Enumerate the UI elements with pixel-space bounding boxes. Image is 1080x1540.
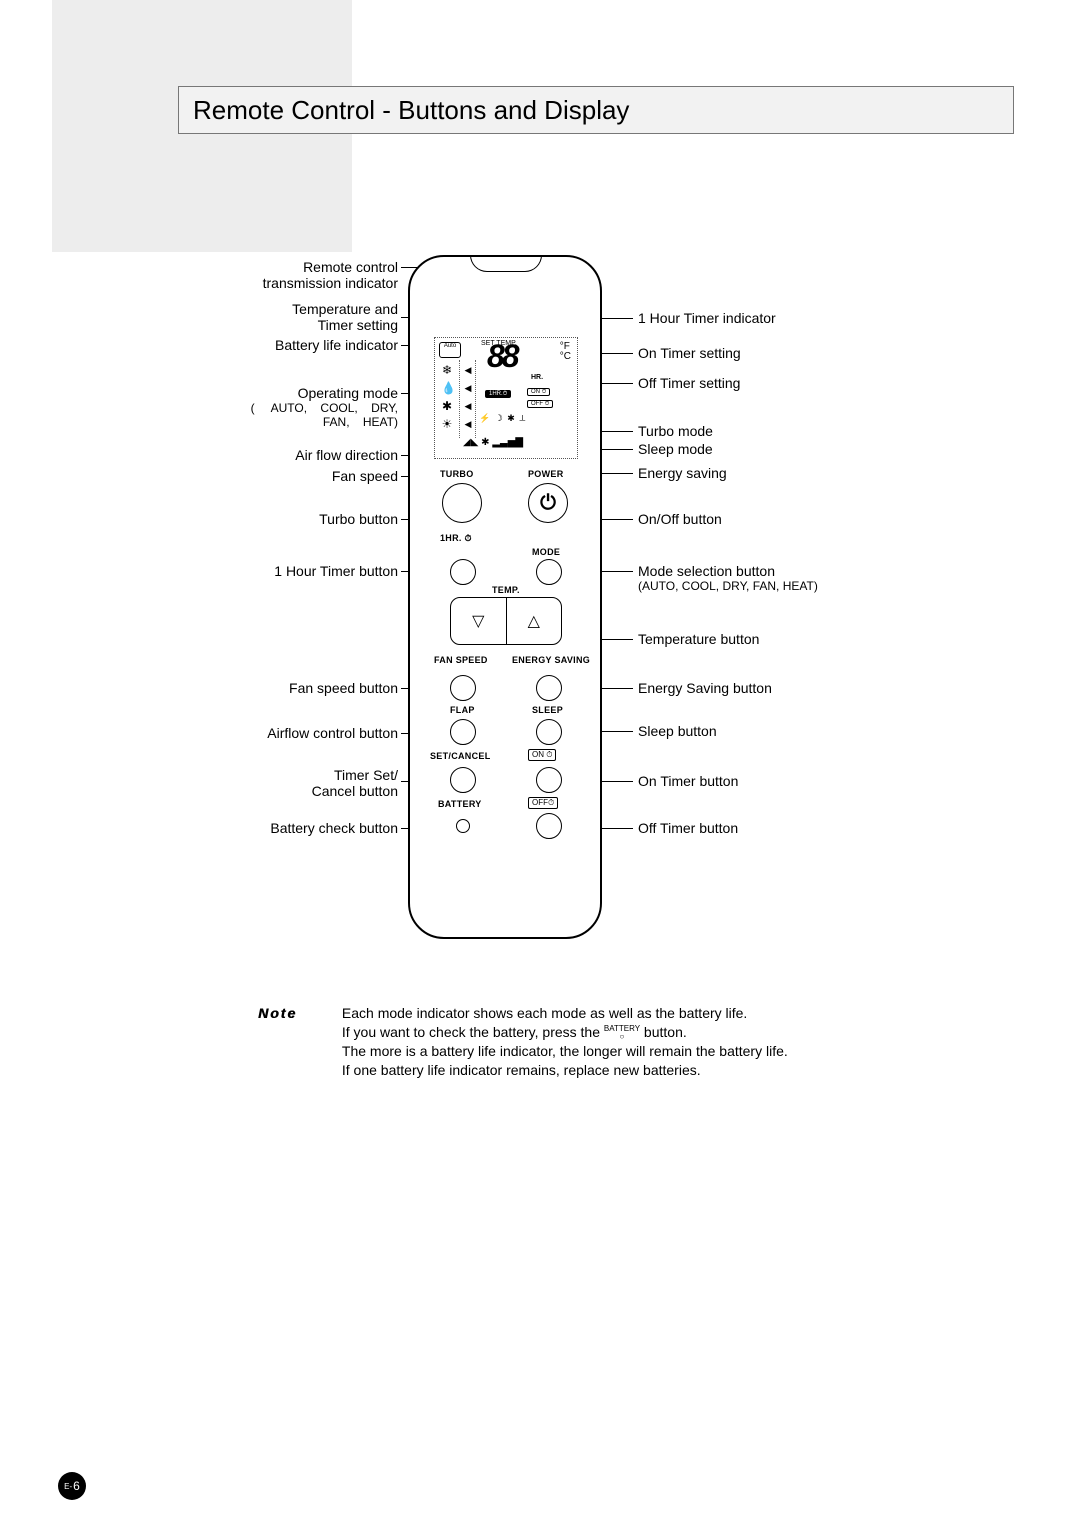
off-box-label: OFF⏱ xyxy=(528,797,558,809)
label-1hr-ind: 1 Hour Timer indicator xyxy=(638,310,776,326)
turbo-label: TURBO xyxy=(440,469,474,479)
label-turbo-mode: Turbo mode xyxy=(638,423,713,439)
remote-diagram: Remote control transmission indicator Te… xyxy=(188,255,988,975)
label-airflow-dir: Air flow direction xyxy=(295,447,398,463)
turbo-button[interactable] xyxy=(442,483,482,523)
fanspeed-button[interactable] xyxy=(450,675,476,701)
setcancel-button[interactable] xyxy=(450,767,476,793)
label-transmission: Remote control transmission indicator xyxy=(263,259,398,291)
label-turbo-btn: Turbo button xyxy=(319,511,398,527)
note-body: Each mode indicator shows each mode as w… xyxy=(342,1004,942,1080)
arrow-icon: ◀ xyxy=(462,418,474,430)
label-1hr-btn: 1 Hour Timer button xyxy=(274,563,398,579)
mode-label: MODE xyxy=(532,547,560,557)
label-energy: Energy saving xyxy=(638,465,727,481)
temp-down-button[interactable]: ▽ xyxy=(451,598,506,644)
note-line: Each mode indicator shows each mode as w… xyxy=(342,1005,747,1021)
arrow-icon: ◀ xyxy=(462,382,474,394)
power-label: POWER xyxy=(528,469,564,479)
page-number: E-6 xyxy=(58,1472,86,1500)
power-icon: ⏻ xyxy=(540,492,556,515)
snowflake-icon: ❄ xyxy=(441,364,453,376)
arrow-icon: ◀ xyxy=(462,364,474,376)
fan-icon: ✱ xyxy=(441,400,453,412)
energy-button[interactable] xyxy=(536,675,562,701)
lcd-display: Auto SET TEMP. 88 °F°C HR. ❄ 💧 ✱ ☀ ◀ ◀ ◀… xyxy=(434,337,578,459)
sleep-label: SLEEP xyxy=(532,705,563,715)
ontimer-button[interactable] xyxy=(536,767,562,793)
note-line: The more is a battery life indicator, th… xyxy=(342,1043,788,1059)
label-ontimer-btn: On Timer button xyxy=(638,773,738,789)
label-op-mode: Operating mode xyxy=(298,385,398,401)
flap-icon: ◢◣ ✱ ▂▃▅▇ xyxy=(463,438,523,448)
divider xyxy=(459,360,460,438)
label-airflow-btn: Airflow control button xyxy=(267,725,398,741)
deg-icon: °F°C xyxy=(560,342,571,362)
page-prefix: E- xyxy=(64,1482,72,1491)
ir-window xyxy=(470,255,542,272)
flap-button[interactable] xyxy=(450,719,476,745)
sun-icon: ☀ xyxy=(441,418,453,430)
hr-label: HR. xyxy=(531,374,543,381)
onehr-ind: 1HR.⏱ xyxy=(485,390,511,398)
note-line: If one battery life indicator remains, r… xyxy=(342,1062,701,1078)
label-sleep-mode: Sleep mode xyxy=(638,441,713,457)
on-ind: ON ⏱ xyxy=(527,388,550,396)
battery-label: BATTERY xyxy=(438,799,482,809)
label-battery-ind: Battery life indicator xyxy=(275,337,398,353)
temp-buttons: ▽ △ xyxy=(450,597,562,645)
dry-icon: 💧 xyxy=(441,382,453,394)
label-energy-btn: Energy Saving button xyxy=(638,680,772,696)
misc-icons: ⚡ ☽ ✱ ⟂ xyxy=(479,414,526,423)
sleep-button[interactable] xyxy=(536,719,562,745)
label-battery-btn: Battery check button xyxy=(270,820,398,836)
onehr-button[interactable] xyxy=(450,559,476,585)
setcancel-label: SET/CANCEL xyxy=(430,751,491,761)
label-op-mode-detail: ( AUTO, COOL, DRY, FAN, HEAT) xyxy=(251,401,398,429)
on-box-label: ON ⏱ xyxy=(528,749,556,761)
label-mode-btn: Mode selection button xyxy=(638,563,775,579)
battery-inline-icon: BATTERY○ xyxy=(604,1025,640,1041)
label-sleep-btn: Sleep button xyxy=(638,723,717,739)
manual-page: Remote Control - Buttons and Display Rem… xyxy=(0,0,1080,1540)
flap-label: FLAP xyxy=(450,705,475,715)
label-on-timer: On Timer setting xyxy=(638,345,741,361)
note-block: Note Each mode indicator shows each mode… xyxy=(258,1004,968,1080)
onehr-label: 1HR. ⏱ xyxy=(440,533,472,544)
note-line: If you want to check the battery, press … xyxy=(342,1024,604,1040)
label-offtimer-btn: Off Timer button xyxy=(638,820,738,836)
label-off-timer: Off Timer setting xyxy=(638,375,740,391)
temp-up-button[interactable]: △ xyxy=(507,598,562,644)
note-heading: Note xyxy=(258,1004,338,1023)
temp-digits: 88 xyxy=(487,340,517,372)
auto-icon: Auto xyxy=(439,342,461,358)
label-mode-detail: (AUTO, COOL, DRY, FAN, HEAT) xyxy=(638,579,818,593)
mode-button[interactable] xyxy=(536,559,562,585)
fanspeed-label: FAN SPEED xyxy=(434,655,488,665)
power-button[interactable]: ⏻ xyxy=(528,483,568,523)
note-line: button. xyxy=(640,1024,687,1040)
title-text: Remote Control - Buttons and Display xyxy=(193,95,629,126)
label-temp-timer: Temperature and Timer setting xyxy=(292,301,398,333)
label-onoff: On/Off button xyxy=(638,511,722,527)
label-timer-set: Timer Set/ Cancel button xyxy=(312,767,398,799)
temp-label: TEMP. xyxy=(492,585,520,595)
label-fan-speed: Fan speed xyxy=(332,468,398,484)
label-fanspeed-btn: Fan speed button xyxy=(289,680,398,696)
label-temp-btn: Temperature button xyxy=(638,631,759,647)
battery-button[interactable] xyxy=(456,819,470,833)
page-num-text: 6 xyxy=(73,1479,80,1493)
divider xyxy=(475,360,476,438)
energy-label: ENERGY SAVING xyxy=(512,655,590,665)
off-ind: OFF ⏱ xyxy=(527,400,553,408)
section-title: Remote Control - Buttons and Display xyxy=(178,86,1014,134)
offtimer-button[interactable] xyxy=(536,813,562,839)
arrow-icon: ◀ xyxy=(462,400,474,412)
remote-body: Auto SET TEMP. 88 °F°C HR. ❄ 💧 ✱ ☀ ◀ ◀ ◀… xyxy=(408,255,602,939)
